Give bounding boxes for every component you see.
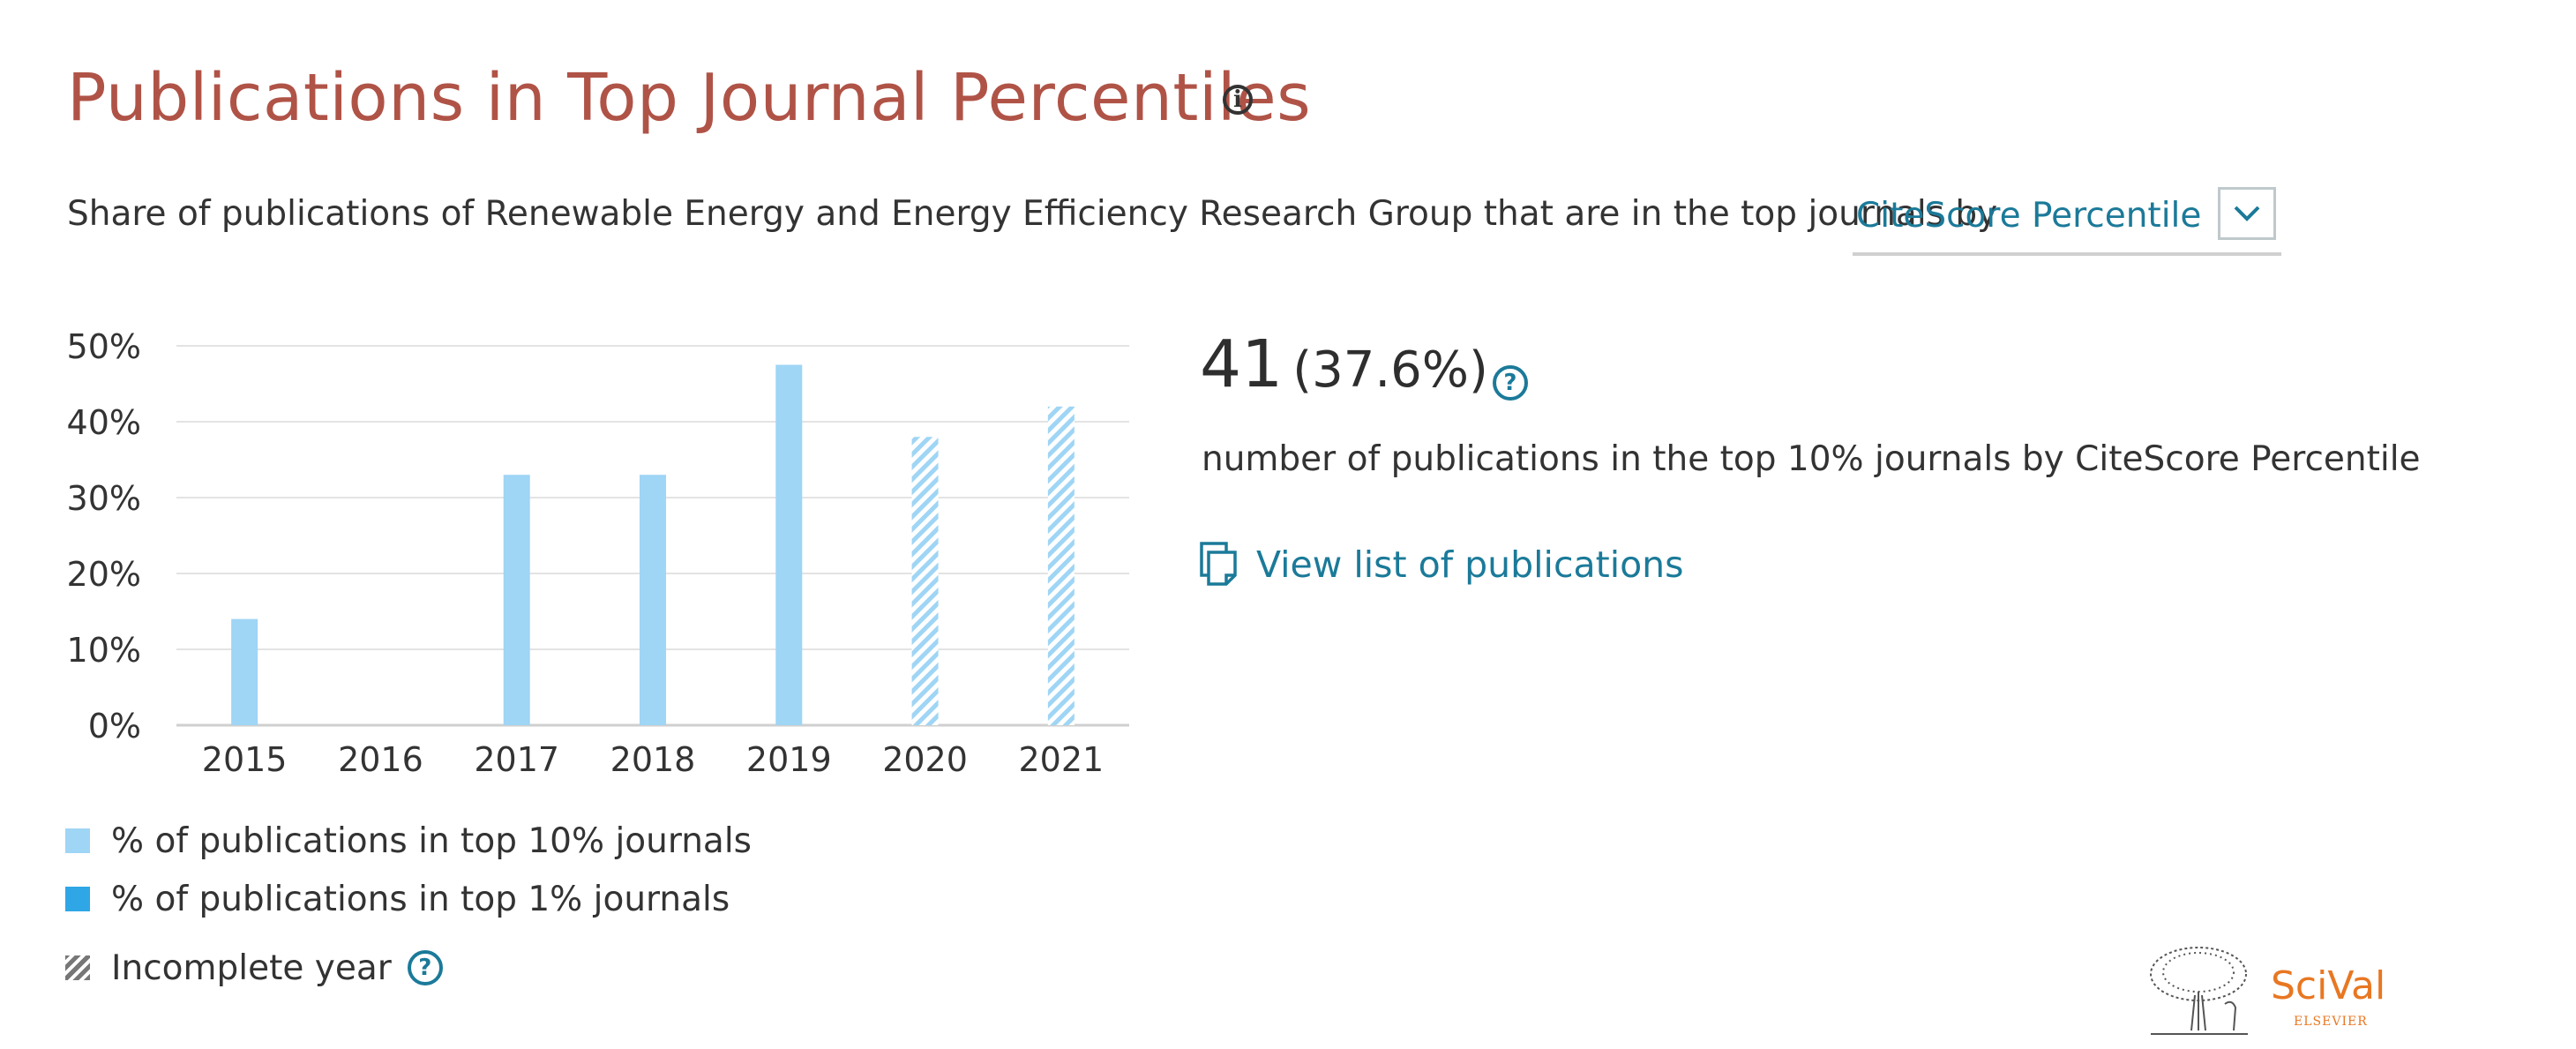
legend-swatch-incomplete [65, 955, 90, 980]
x-tick-label: 2015 [202, 740, 288, 779]
chevron-down-icon[interactable] [2218, 187, 2276, 240]
legend-item-top1: % of publications in top 1% journals [65, 870, 752, 928]
scival-brand: SciVal [2271, 963, 2386, 1008]
legend-item-top10: % of publications in top 10% journals [65, 812, 752, 870]
chart-subtitle: Share of publications of Renewable Energ… [67, 194, 1998, 234]
bar-chart: 0% 10% 20% 30% 40% 50% 2015 2016 2017 2018 2019 202… [67, 327, 1129, 779]
bar-2020 [911, 437, 939, 725]
legend-item-incomplete: Incomplete year ? [65, 939, 752, 997]
top-publications-count: 41 (37.6%) ? [1200, 326, 1528, 402]
x-tick-label: 2016 [338, 740, 423, 779]
dropdown-selected-value: CiteScore Percentile [1856, 196, 2202, 236]
x-tick-label: 2020 [882, 740, 968, 779]
bar-2019 [775, 364, 803, 725]
y-tick-label: 50% [67, 327, 141, 366]
x-tick-label: 2018 [610, 740, 696, 779]
legend-swatch-top1 [65, 887, 90, 911]
help-icon[interactable]: ? [1492, 364, 1528, 401]
percentile-metric-dropdown[interactable]: CiteScore Percentile [1853, 187, 2281, 256]
elsevier-brand: ELSEVIER [2294, 1015, 2368, 1029]
y-tick-label: 40% [67, 403, 141, 442]
y-tick-label: 10% [67, 631, 141, 670]
view-publications-label: View list of publications [1256, 543, 1684, 586]
info-icon[interactable]: i [1223, 85, 1253, 115]
elsevier-tree-logo [2150, 947, 2248, 1035]
help-icon[interactable]: ? [407, 950, 443, 985]
legend-label-top1: % of publications in top 1% journals [111, 879, 730, 919]
x-tick-label: 2021 [1018, 740, 1104, 779]
x-tick-label: 2017 [474, 740, 559, 779]
bar-2017 [503, 475, 530, 725]
view-publications-link[interactable]: View list of publications [1200, 542, 1684, 588]
document-list-icon [1200, 542, 1237, 586]
legend-label-top10: % of publications in top 10% journals [111, 820, 752, 861]
legend-label-incomplete: Incomplete year [111, 948, 392, 988]
y-tick-label: 30% [67, 479, 141, 518]
legend-swatch-top10 [65, 828, 90, 853]
x-tick-label: 2019 [746, 740, 832, 779]
bar-2018 [640, 475, 666, 725]
count-description: number of publications in the top 10% jo… [1202, 439, 2421, 479]
y-tick-label: 20% [67, 555, 141, 594]
bar-2021 [1047, 406, 1075, 725]
count-value: 41 [1200, 326, 1284, 402]
chart-legend: % of publications in top 10% journals % … [65, 812, 752, 997]
page-title: Publications in Top Journal Percentiles [67, 60, 1312, 136]
bar-2015 [231, 618, 258, 725]
y-tick-label: 0% [88, 707, 141, 746]
count-percent: (37.6%) [1292, 341, 1488, 399]
